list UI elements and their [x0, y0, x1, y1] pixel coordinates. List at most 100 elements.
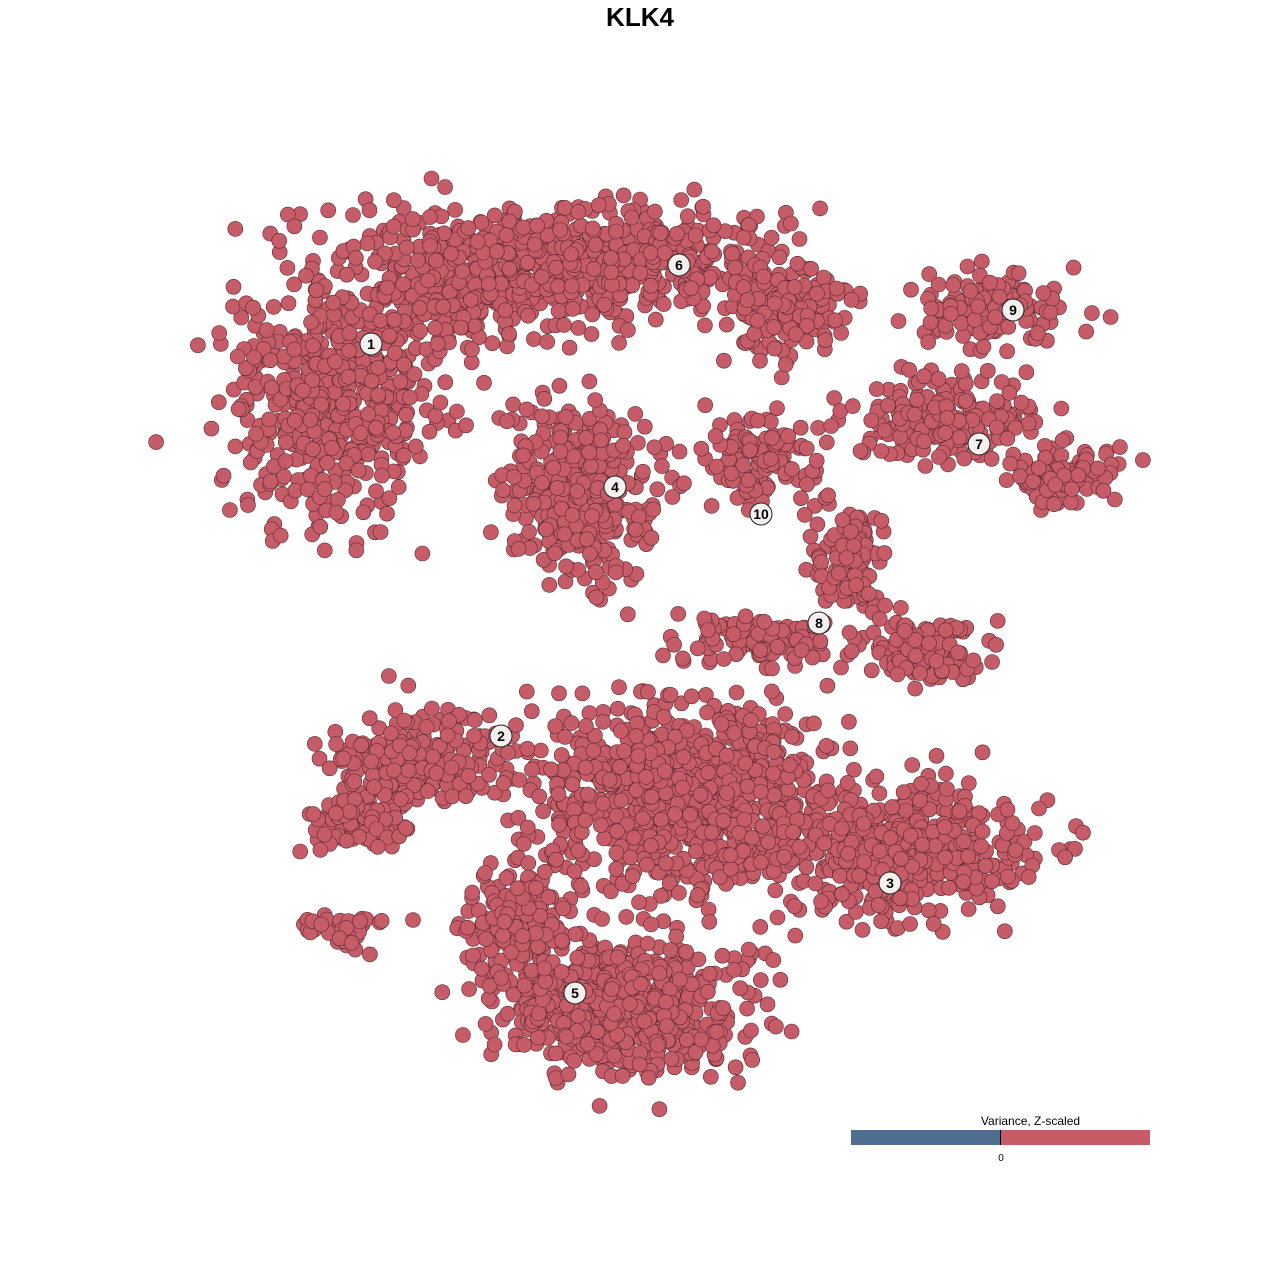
- cell-point: [518, 401, 535, 418]
- cell-point: [488, 243, 505, 260]
- cell-point: [286, 341, 303, 358]
- cell-point: [1031, 800, 1047, 817]
- cell-point: [298, 267, 314, 284]
- cell-point: [667, 806, 683, 822]
- cell-point: [765, 743, 782, 760]
- cell-point: [843, 292, 860, 308]
- cell-point: [578, 718, 594, 734]
- cell-point: [361, 202, 378, 218]
- cell-point: [708, 458, 725, 475]
- cell-point: [367, 253, 383, 270]
- cell-point: [498, 227, 515, 243]
- cell-point: [227, 221, 244, 237]
- cell-point: [385, 424, 401, 441]
- cell-point: [592, 817, 609, 834]
- cell-point: [884, 799, 900, 815]
- cell-point: [941, 880, 957, 896]
- cell-point: [570, 320, 587, 336]
- cell-point: [798, 333, 815, 350]
- cell-point: [762, 451, 779, 467]
- cell-point: [630, 748, 647, 764]
- cell-point: [553, 747, 570, 763]
- cell-point: [190, 337, 206, 354]
- cell-point: [437, 374, 454, 391]
- cell-point: [407, 438, 424, 455]
- cell-point: [222, 502, 238, 518]
- cell-point: [372, 524, 389, 540]
- cell-point: [225, 298, 241, 315]
- cell-point: [286, 276, 302, 293]
- cell-point: [735, 229, 752, 246]
- cell-point: [398, 406, 414, 423]
- cell-point: [737, 608, 754, 625]
- cell-point: [271, 233, 288, 249]
- cell-point: [327, 353, 343, 370]
- cell-point: [619, 606, 636, 623]
- chart-title: KLK4: [606, 2, 674, 32]
- cell-point: [699, 704, 715, 721]
- cell-point: [897, 802, 914, 819]
- cell-point: [755, 818, 771, 835]
- cell-point: [937, 425, 954, 441]
- cell-point: [727, 1059, 744, 1076]
- cell-point: [983, 450, 1000, 467]
- cell-point: [245, 299, 261, 316]
- cell-point: [798, 440, 815, 457]
- cell-point: [871, 785, 888, 802]
- cell-point: [1031, 460, 1047, 476]
- cell-point: [499, 413, 515, 430]
- cell-point: [500, 745, 516, 761]
- cell-point: [272, 527, 289, 544]
- cell-point: [346, 773, 363, 790]
- cell-point: [579, 531, 595, 548]
- cell-point: [584, 220, 601, 237]
- cell-point: [646, 439, 663, 456]
- cell-point: [411, 300, 428, 316]
- cell-point: [425, 748, 441, 765]
- cell-point: [727, 259, 743, 276]
- cell-point: [370, 359, 386, 376]
- cell-point: [320, 202, 337, 219]
- cell-point: [739, 292, 756, 308]
- cell-point: [666, 636, 682, 653]
- cell-point: [548, 259, 565, 276]
- cell-point: [385, 192, 402, 208]
- cell-point: [623, 209, 640, 226]
- cell-point: [532, 742, 549, 759]
- cell-point: [608, 223, 624, 240]
- cell-point: [912, 665, 928, 681]
- cell-point: [588, 589, 605, 606]
- cell-point: [957, 393, 974, 409]
- cell-point: [525, 495, 542, 512]
- cell-point: [581, 705, 598, 721]
- cell-point: [863, 412, 880, 429]
- cell-point: [991, 288, 1008, 305]
- cell-point: [505, 396, 521, 413]
- cell-point: [427, 320, 443, 336]
- cell-point: [564, 301, 581, 317]
- cell-point: [762, 413, 779, 430]
- cell-point: [1000, 319, 1017, 335]
- cell-point: [950, 644, 966, 661]
- cell-point: [526, 236, 543, 253]
- cell-point: [841, 624, 858, 641]
- cell-point: [372, 312, 389, 329]
- cell-point: [420, 272, 436, 289]
- cell-point: [304, 337, 321, 354]
- cell-point: [870, 897, 887, 913]
- cell-point: [817, 332, 834, 349]
- cell-point: [809, 285, 825, 302]
- cell-point: [669, 225, 685, 242]
- cell-point: [852, 443, 869, 459]
- cell-point: [550, 786, 567, 803]
- cell-point: [546, 545, 563, 562]
- cell-point: [480, 276, 497, 292]
- points-layer: [148, 170, 1151, 1117]
- cell-point: [783, 215, 799, 232]
- cell-point: [882, 829, 899, 846]
- cell-point: [564, 776, 581, 793]
- cell-point: [429, 335, 446, 352]
- cell-point: [718, 747, 735, 764]
- cell-point: [328, 805, 344, 822]
